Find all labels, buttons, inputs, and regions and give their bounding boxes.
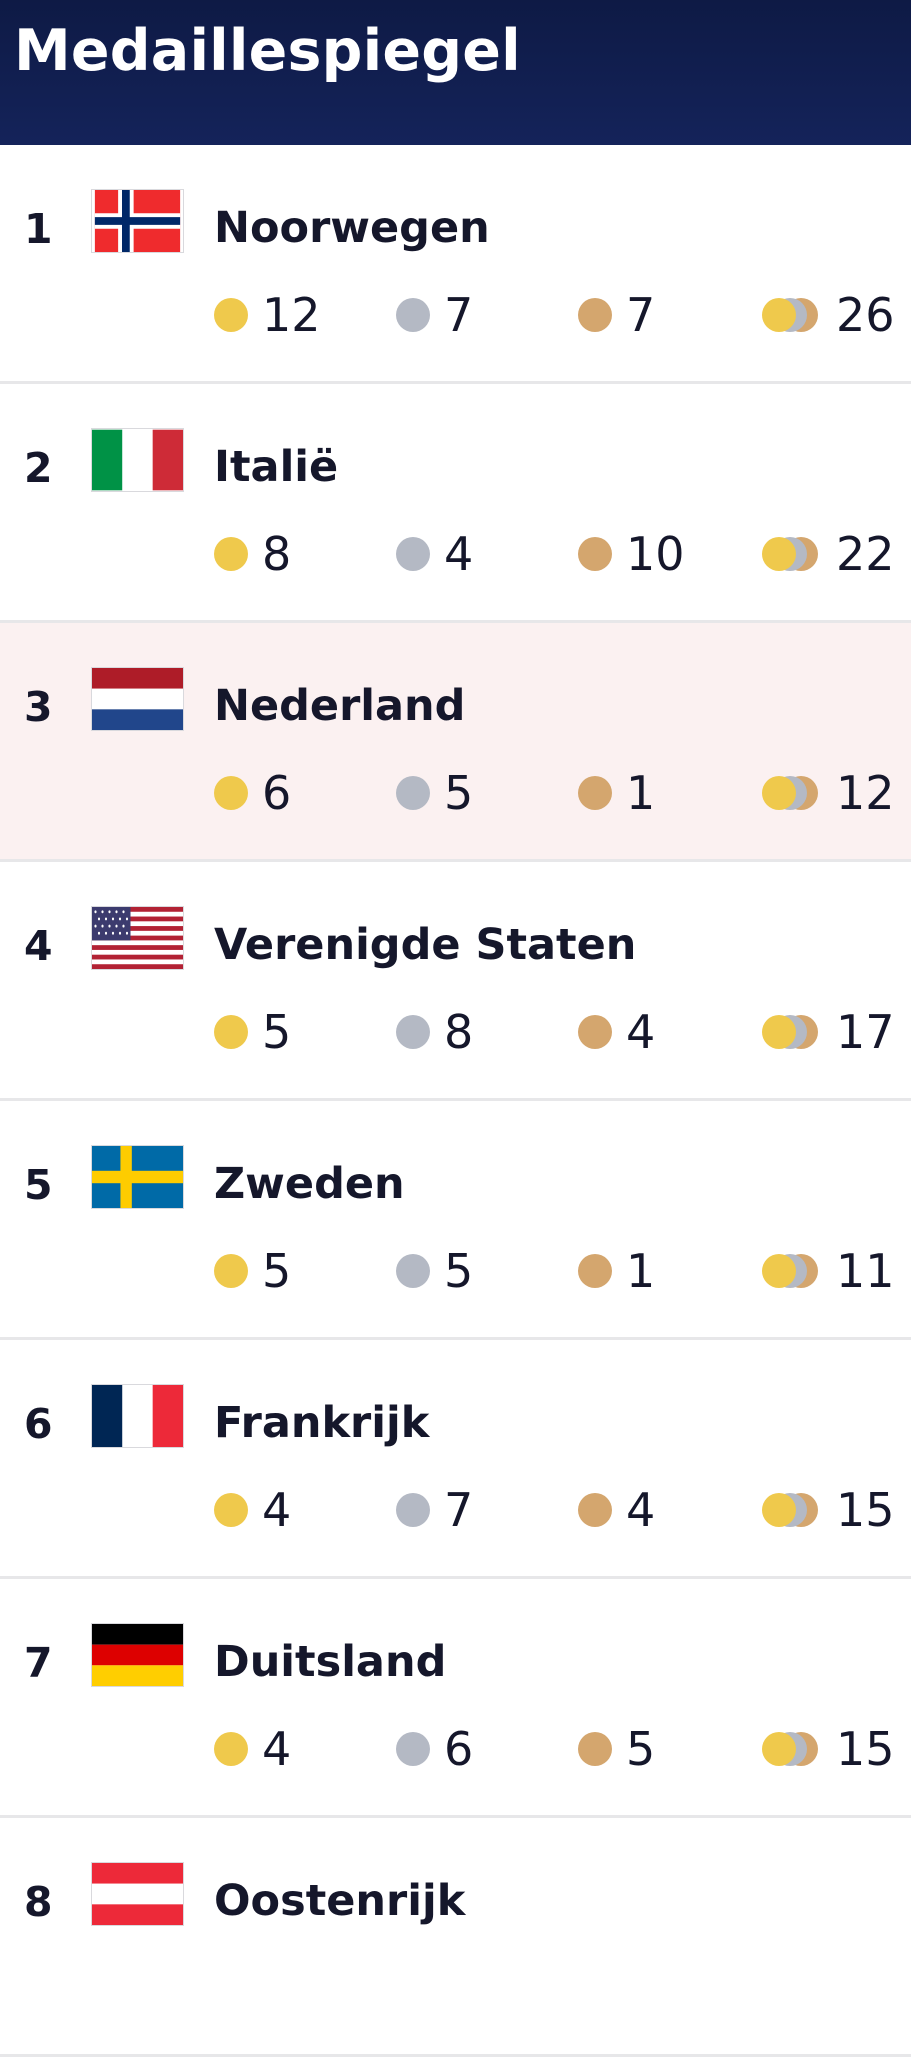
table-row[interactable]: 4 Verenigde Staten xyxy=(0,862,911,1101)
country-name: Frankrijk xyxy=(214,1398,430,1448)
silver-medal-icon xyxy=(396,298,430,332)
total-medals-icon xyxy=(762,1012,834,1052)
flag-sweden-icon xyxy=(92,1146,183,1208)
app-header: Medaillespiegel xyxy=(0,0,911,145)
bronze-count: 1 xyxy=(578,763,655,823)
flag-netherlands-icon xyxy=(92,668,183,730)
bronze-count: 4 xyxy=(578,1002,655,1062)
total-medals-icon xyxy=(762,534,834,574)
bronze-medal-icon xyxy=(578,1254,612,1288)
rank: 4 xyxy=(24,922,53,970)
gold-count: 5 xyxy=(214,1002,291,1062)
medal-counts: 6 5 1 12 xyxy=(0,763,911,823)
silver-count: 5 xyxy=(396,1241,473,1301)
flag-france-icon xyxy=(92,1385,183,1447)
table-row[interactable]: 8 Oostenrijk xyxy=(0,1818,911,2057)
flag-austria-icon xyxy=(92,1863,183,1925)
total-medals-icon xyxy=(762,773,834,813)
bronze-medal-icon xyxy=(578,1732,612,1766)
bronze-count: 10 xyxy=(578,524,685,584)
bronze-count: 5 xyxy=(578,1719,655,1779)
medal-table: 1 Noorwegen 12 7 7 26 2 Italië 8 4 10 22… xyxy=(0,145,911,2057)
gold-count: 8 xyxy=(214,524,291,584)
total-medals-icon xyxy=(762,1251,834,1291)
bronze-count: 7 xyxy=(578,285,655,345)
country-name: Noorwegen xyxy=(214,203,490,253)
medal-counts: 8 4 10 22 xyxy=(0,524,911,584)
bronze-medal-icon xyxy=(578,1015,612,1049)
country-name: Duitsland xyxy=(214,1637,447,1687)
silver-count: 7 xyxy=(396,285,473,345)
rank: 2 xyxy=(24,444,53,492)
table-row[interactable]: 5 Zweden 5 5 1 11 xyxy=(0,1101,911,1340)
total-count: 15 xyxy=(762,1719,895,1779)
country-name: Zweden xyxy=(214,1159,405,1209)
silver-count: 4 xyxy=(396,524,473,584)
total-count: 22 xyxy=(762,524,895,584)
total-count: 11 xyxy=(762,1241,895,1301)
silver-count: 8 xyxy=(396,1002,473,1062)
medal-counts: 4 6 5 15 xyxy=(0,1719,911,1779)
medal-counts: 4 7 4 15 xyxy=(0,1480,911,1540)
silver-medal-icon xyxy=(396,1493,430,1527)
silver-count: 5 xyxy=(396,763,473,823)
rank: 7 xyxy=(24,1639,53,1687)
table-row[interactable]: 7 Duitsland 4 6 5 15 xyxy=(0,1579,911,1818)
gold-medal-icon xyxy=(214,537,248,571)
gold-count: 5 xyxy=(214,1241,291,1301)
gold-medal-icon xyxy=(214,298,248,332)
medal-counts: 5 5 1 11 xyxy=(0,1241,911,1301)
total-medals-icon xyxy=(762,1490,834,1530)
gold-medal-icon xyxy=(214,1732,248,1766)
gold-count: 12 xyxy=(214,285,321,345)
total-medals-icon xyxy=(762,1729,834,1769)
table-row[interactable]: 6 Frankrijk 4 7 4 15 xyxy=(0,1340,911,1579)
rank: 8 xyxy=(24,1878,53,1926)
rank: 3 xyxy=(24,683,53,731)
bronze-medal-icon xyxy=(578,776,612,810)
medal-counts: 5 8 4 17 xyxy=(0,1002,911,1062)
silver-count: 7 xyxy=(396,1480,473,1540)
total-count: 17 xyxy=(762,1002,895,1062)
rank: 1 xyxy=(24,205,53,253)
flag-italy-icon xyxy=(92,429,183,491)
bronze-medal-icon xyxy=(578,1493,612,1527)
gold-count: 4 xyxy=(214,1480,291,1540)
table-row[interactable]: 1 Noorwegen 12 7 7 26 xyxy=(0,145,911,384)
total-medals-icon xyxy=(762,295,834,335)
gold-medal-icon xyxy=(214,1254,248,1288)
medal-counts: 12 7 7 26 xyxy=(0,285,911,345)
gold-medal-icon xyxy=(214,776,248,810)
rank: 6 xyxy=(24,1400,53,1448)
silver-medal-icon xyxy=(396,537,430,571)
country-name: Italië xyxy=(214,442,339,492)
silver-medal-icon xyxy=(396,1732,430,1766)
flag-usa-icon xyxy=(92,907,183,969)
bronze-medal-icon xyxy=(578,298,612,332)
bronze-medal-icon xyxy=(578,537,612,571)
total-count: 12 xyxy=(762,763,895,823)
silver-medal-icon xyxy=(396,1015,430,1049)
country-name: Nederland xyxy=(214,681,466,731)
gold-count: 4 xyxy=(214,1719,291,1779)
rank: 5 xyxy=(24,1161,53,1209)
silver-medal-icon xyxy=(396,776,430,810)
bronze-count: 1 xyxy=(578,1241,655,1301)
country-name: Verenigde Staten xyxy=(214,920,637,970)
gold-medal-icon xyxy=(214,1015,248,1049)
flag-germany-icon xyxy=(92,1624,183,1686)
gold-count: 6 xyxy=(214,763,291,823)
page-title: Medaillespiegel xyxy=(14,18,521,84)
table-row-highlighted[interactable]: 3 Nederland 6 5 1 12 xyxy=(0,623,911,862)
total-count: 26 xyxy=(762,285,895,345)
bronze-count: 4 xyxy=(578,1480,655,1540)
total-count: 15 xyxy=(762,1480,895,1540)
table-row[interactable]: 2 Italië 8 4 10 22 xyxy=(0,384,911,623)
silver-count: 6 xyxy=(396,1719,473,1779)
country-name: Oostenrijk xyxy=(214,1876,466,1926)
flag-norway-icon xyxy=(92,190,183,252)
gold-medal-icon xyxy=(214,1493,248,1527)
silver-medal-icon xyxy=(396,1254,430,1288)
